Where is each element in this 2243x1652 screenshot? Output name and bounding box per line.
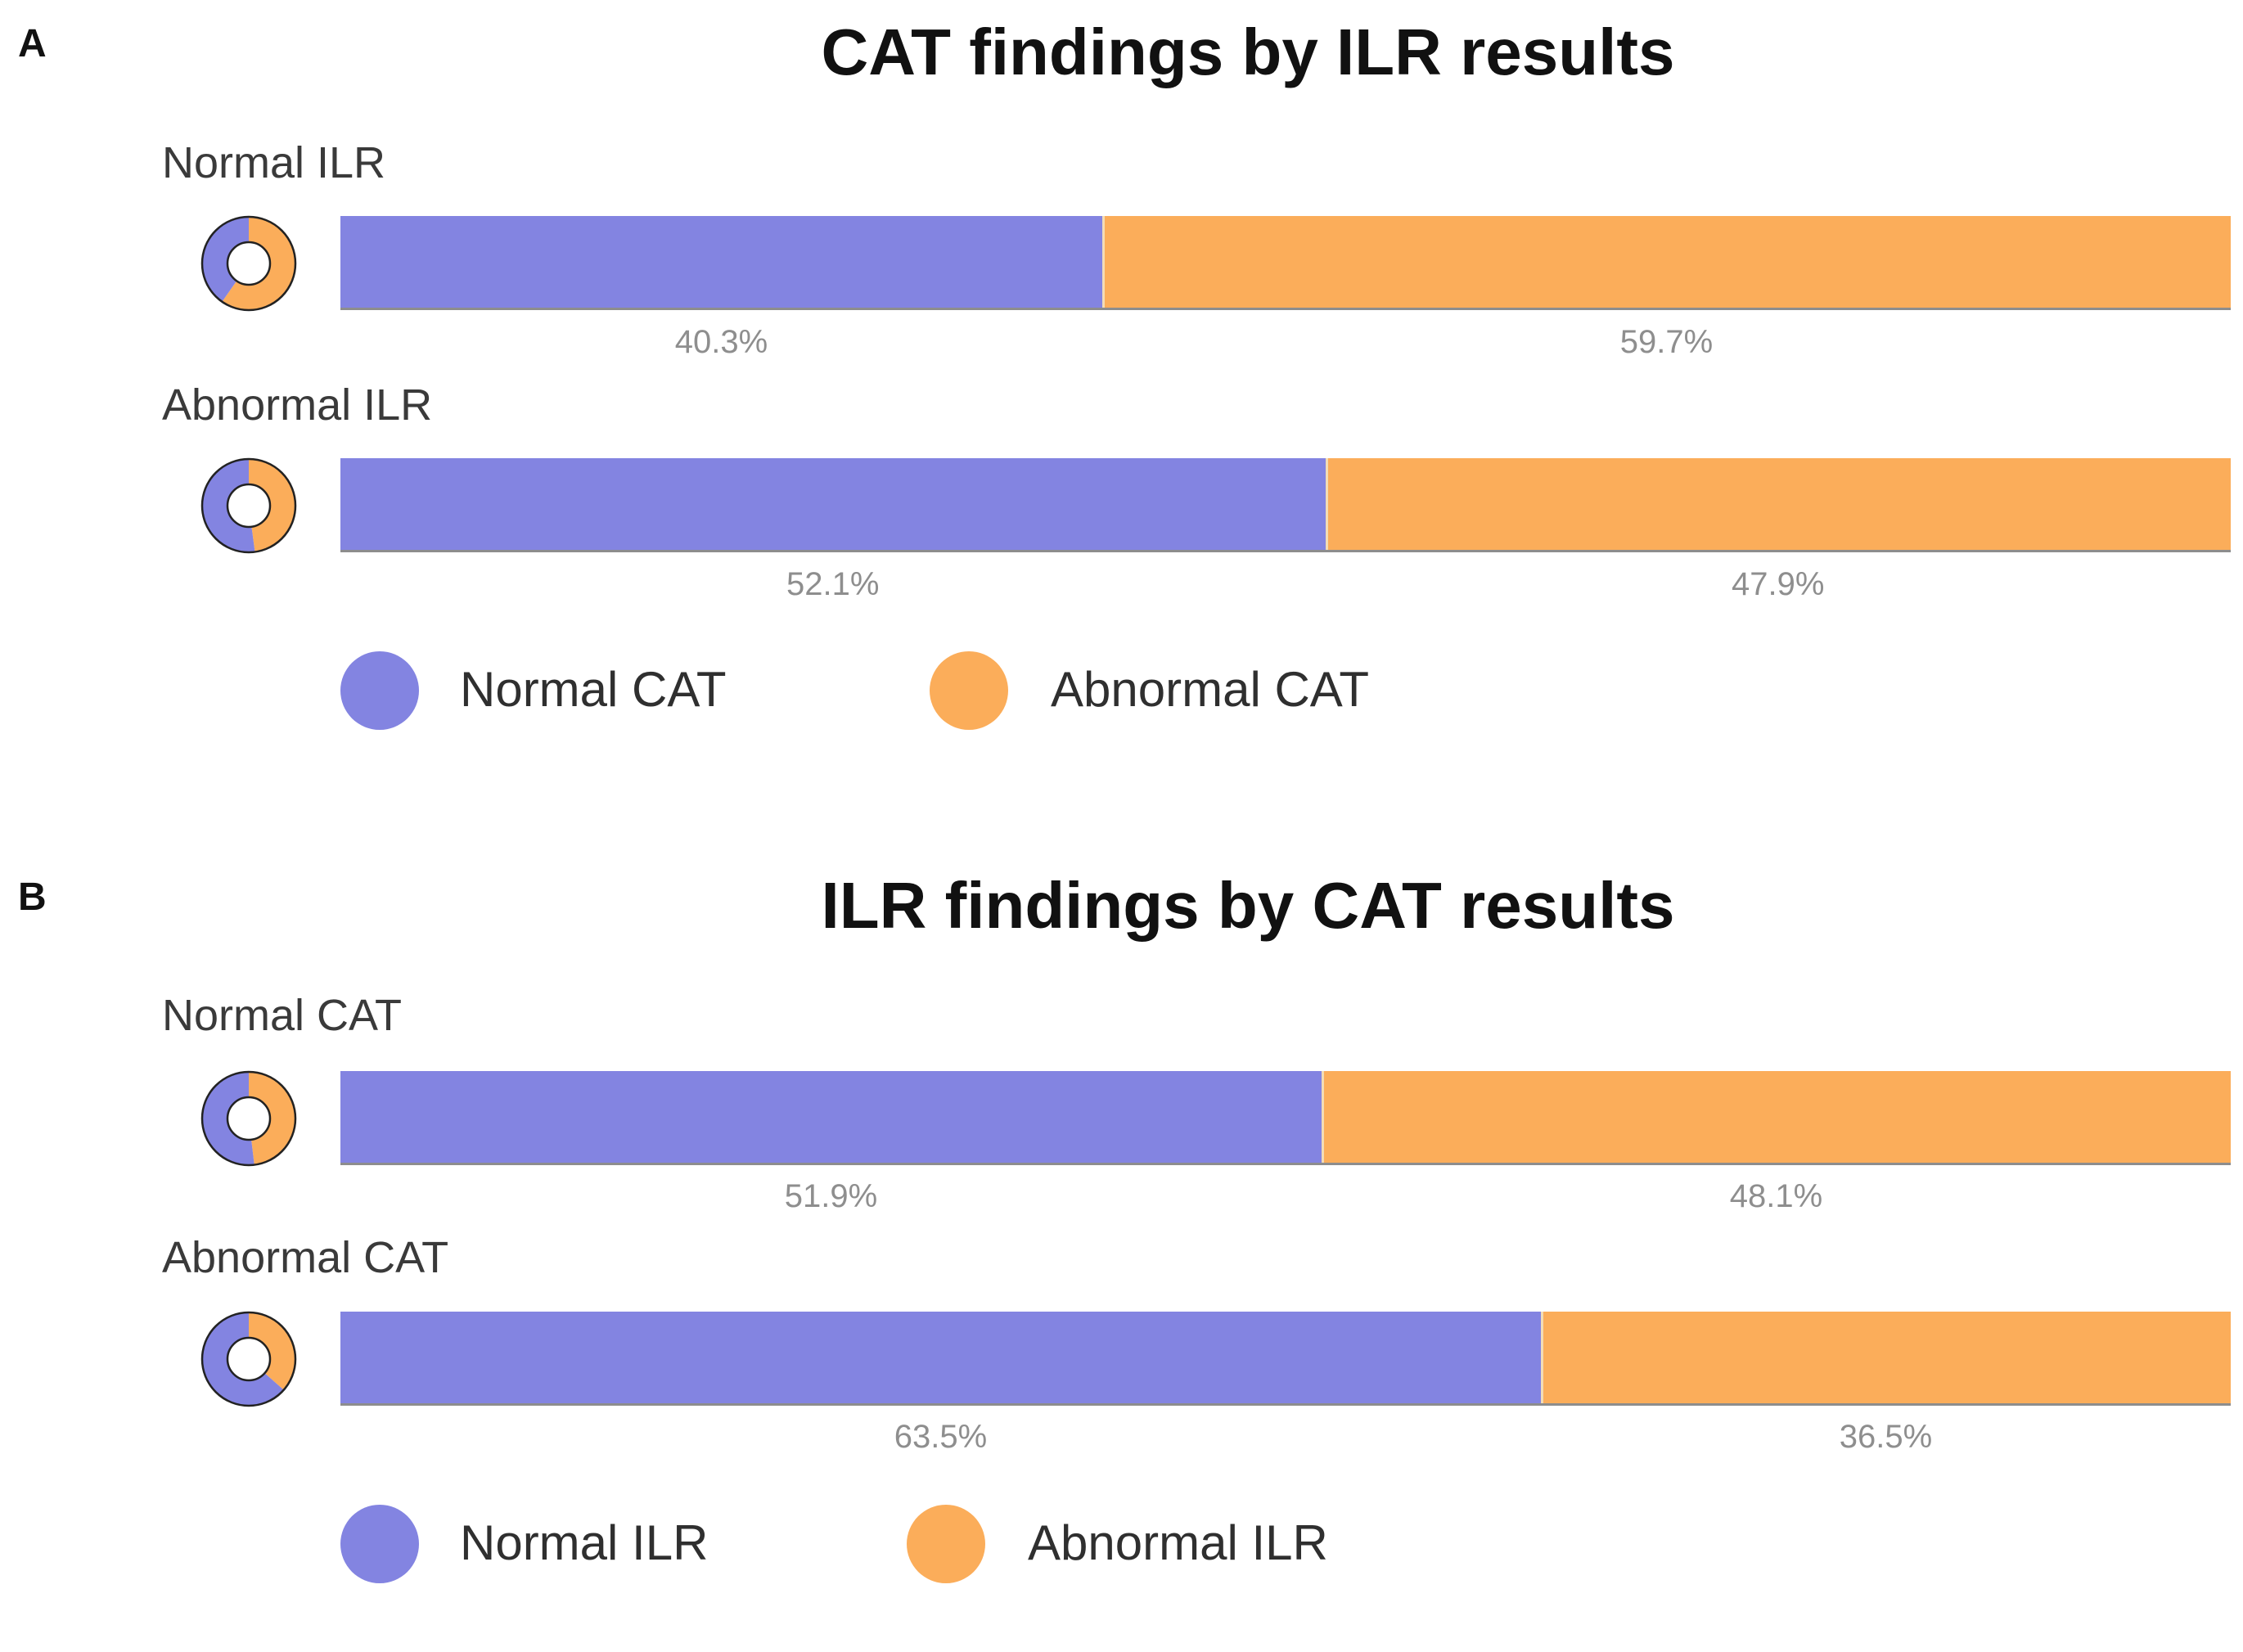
bar-segment-normal: [340, 1071, 1322, 1163]
legend-swatch-abnormal: [907, 1505, 985, 1583]
data-label: 40.3%: [674, 324, 768, 360]
donut-icon: [200, 1311, 297, 1407]
chart-title: ILR findings by CAT results: [821, 869, 1675, 942]
bar-segment-abnormal: [1101, 216, 2231, 308]
data-label: 36.5%: [1839, 1419, 1933, 1455]
bar-segment-normal: [340, 216, 1102, 308]
category-label: Abnormal CAT: [162, 1233, 449, 1282]
donut-slice-abnormal: [249, 459, 295, 552]
legend-swatch-normal: [340, 651, 419, 730]
donut-slice-abnormal: [249, 1072, 295, 1165]
category-label: Normal CAT: [162, 991, 403, 1040]
stacked-bar: [340, 216, 2231, 310]
legend-swatch-normal: [340, 1505, 419, 1583]
bar-segment-abnormal: [1321, 1071, 2231, 1163]
donut-icon: [200, 457, 297, 554]
donut-inner-ring: [226, 1096, 272, 1141]
donut-slice-abnormal: [222, 217, 296, 310]
donut-slice-normal: [201, 459, 255, 552]
data-label: 59.7%: [1619, 324, 1714, 360]
bar-segment-normal: [340, 458, 1326, 550]
stacked-bar: [340, 458, 2231, 552]
stacked-bar: [340, 1071, 2231, 1165]
data-label: 48.1%: [1729, 1178, 1823, 1214]
bar-segment-abnormal: [1325, 458, 2231, 550]
chart-title: CAT findings by ILR results: [821, 16, 1675, 88]
donut-inner-ring: [226, 1336, 272, 1382]
donut-outer-ring: [200, 1070, 297, 1167]
donut-icon: [200, 1070, 297, 1167]
category-label: Normal ILR: [162, 138, 386, 187]
donut-slice-normal: [202, 217, 249, 302]
data-label: 47.9%: [1732, 566, 1825, 602]
donut-inner-ring: [226, 483, 272, 529]
panel-a: A CAT findings by ILR results Normal ILR…: [0, 0, 2243, 799]
stacked-bar: [340, 1312, 2231, 1406]
data-label: 52.1%: [786, 566, 880, 602]
panel-b: B ILR findings by CAT results Normal CAT…: [0, 853, 2243, 1652]
donut-outer-ring: [200, 215, 297, 312]
donut-outer-ring: [200, 1311, 297, 1407]
donut-icon: [200, 215, 297, 312]
bar-segment-normal: [340, 1312, 1541, 1403]
data-label: 51.9%: [784, 1178, 878, 1214]
category-label: Abnormal ILR: [162, 380, 433, 430]
legend-label: Abnormal ILR: [1028, 1515, 1328, 1570]
donut-slice-normal: [201, 1072, 254, 1165]
data-label: 63.5%: [894, 1419, 988, 1455]
legend-label: Abnormal CAT: [1051, 662, 1370, 717]
donut-slice-normal: [202, 1312, 284, 1406]
legend-swatch-abnormal: [930, 651, 1008, 730]
panel-letter: A: [18, 22, 47, 65]
donut-outer-ring: [200, 457, 297, 554]
donut-inner-ring: [226, 241, 272, 286]
panel-letter: B: [18, 876, 47, 919]
bar-segment-abnormal: [1540, 1312, 2231, 1403]
donut-slice-abnormal: [249, 1312, 295, 1390]
legend-label: Normal CAT: [460, 662, 727, 717]
legend-label: Normal ILR: [460, 1515, 709, 1570]
